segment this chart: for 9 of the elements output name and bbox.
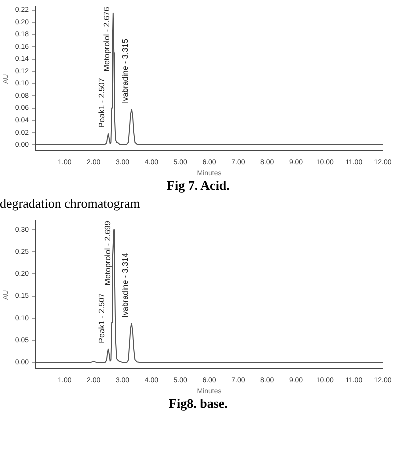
annotation: Metoprolol - 2.676: [102, 6, 112, 72]
chart-title: degradation chromatogram: [0, 196, 142, 213]
caption: Fig8. base.: [168, 396, 229, 413]
annotation: Peak1 - 2.507: [98, 292, 107, 344]
annotation: Metoprolol - 2.699: [103, 220, 112, 286]
caption: Fig 7. Acid.: [166, 178, 231, 195]
annotation: Ivabradine - 3.314: [121, 252, 130, 318]
annotation: Ivabradine - 3.315: [121, 38, 130, 104]
annotation: Peak1 - 2.507: [98, 78, 107, 128]
